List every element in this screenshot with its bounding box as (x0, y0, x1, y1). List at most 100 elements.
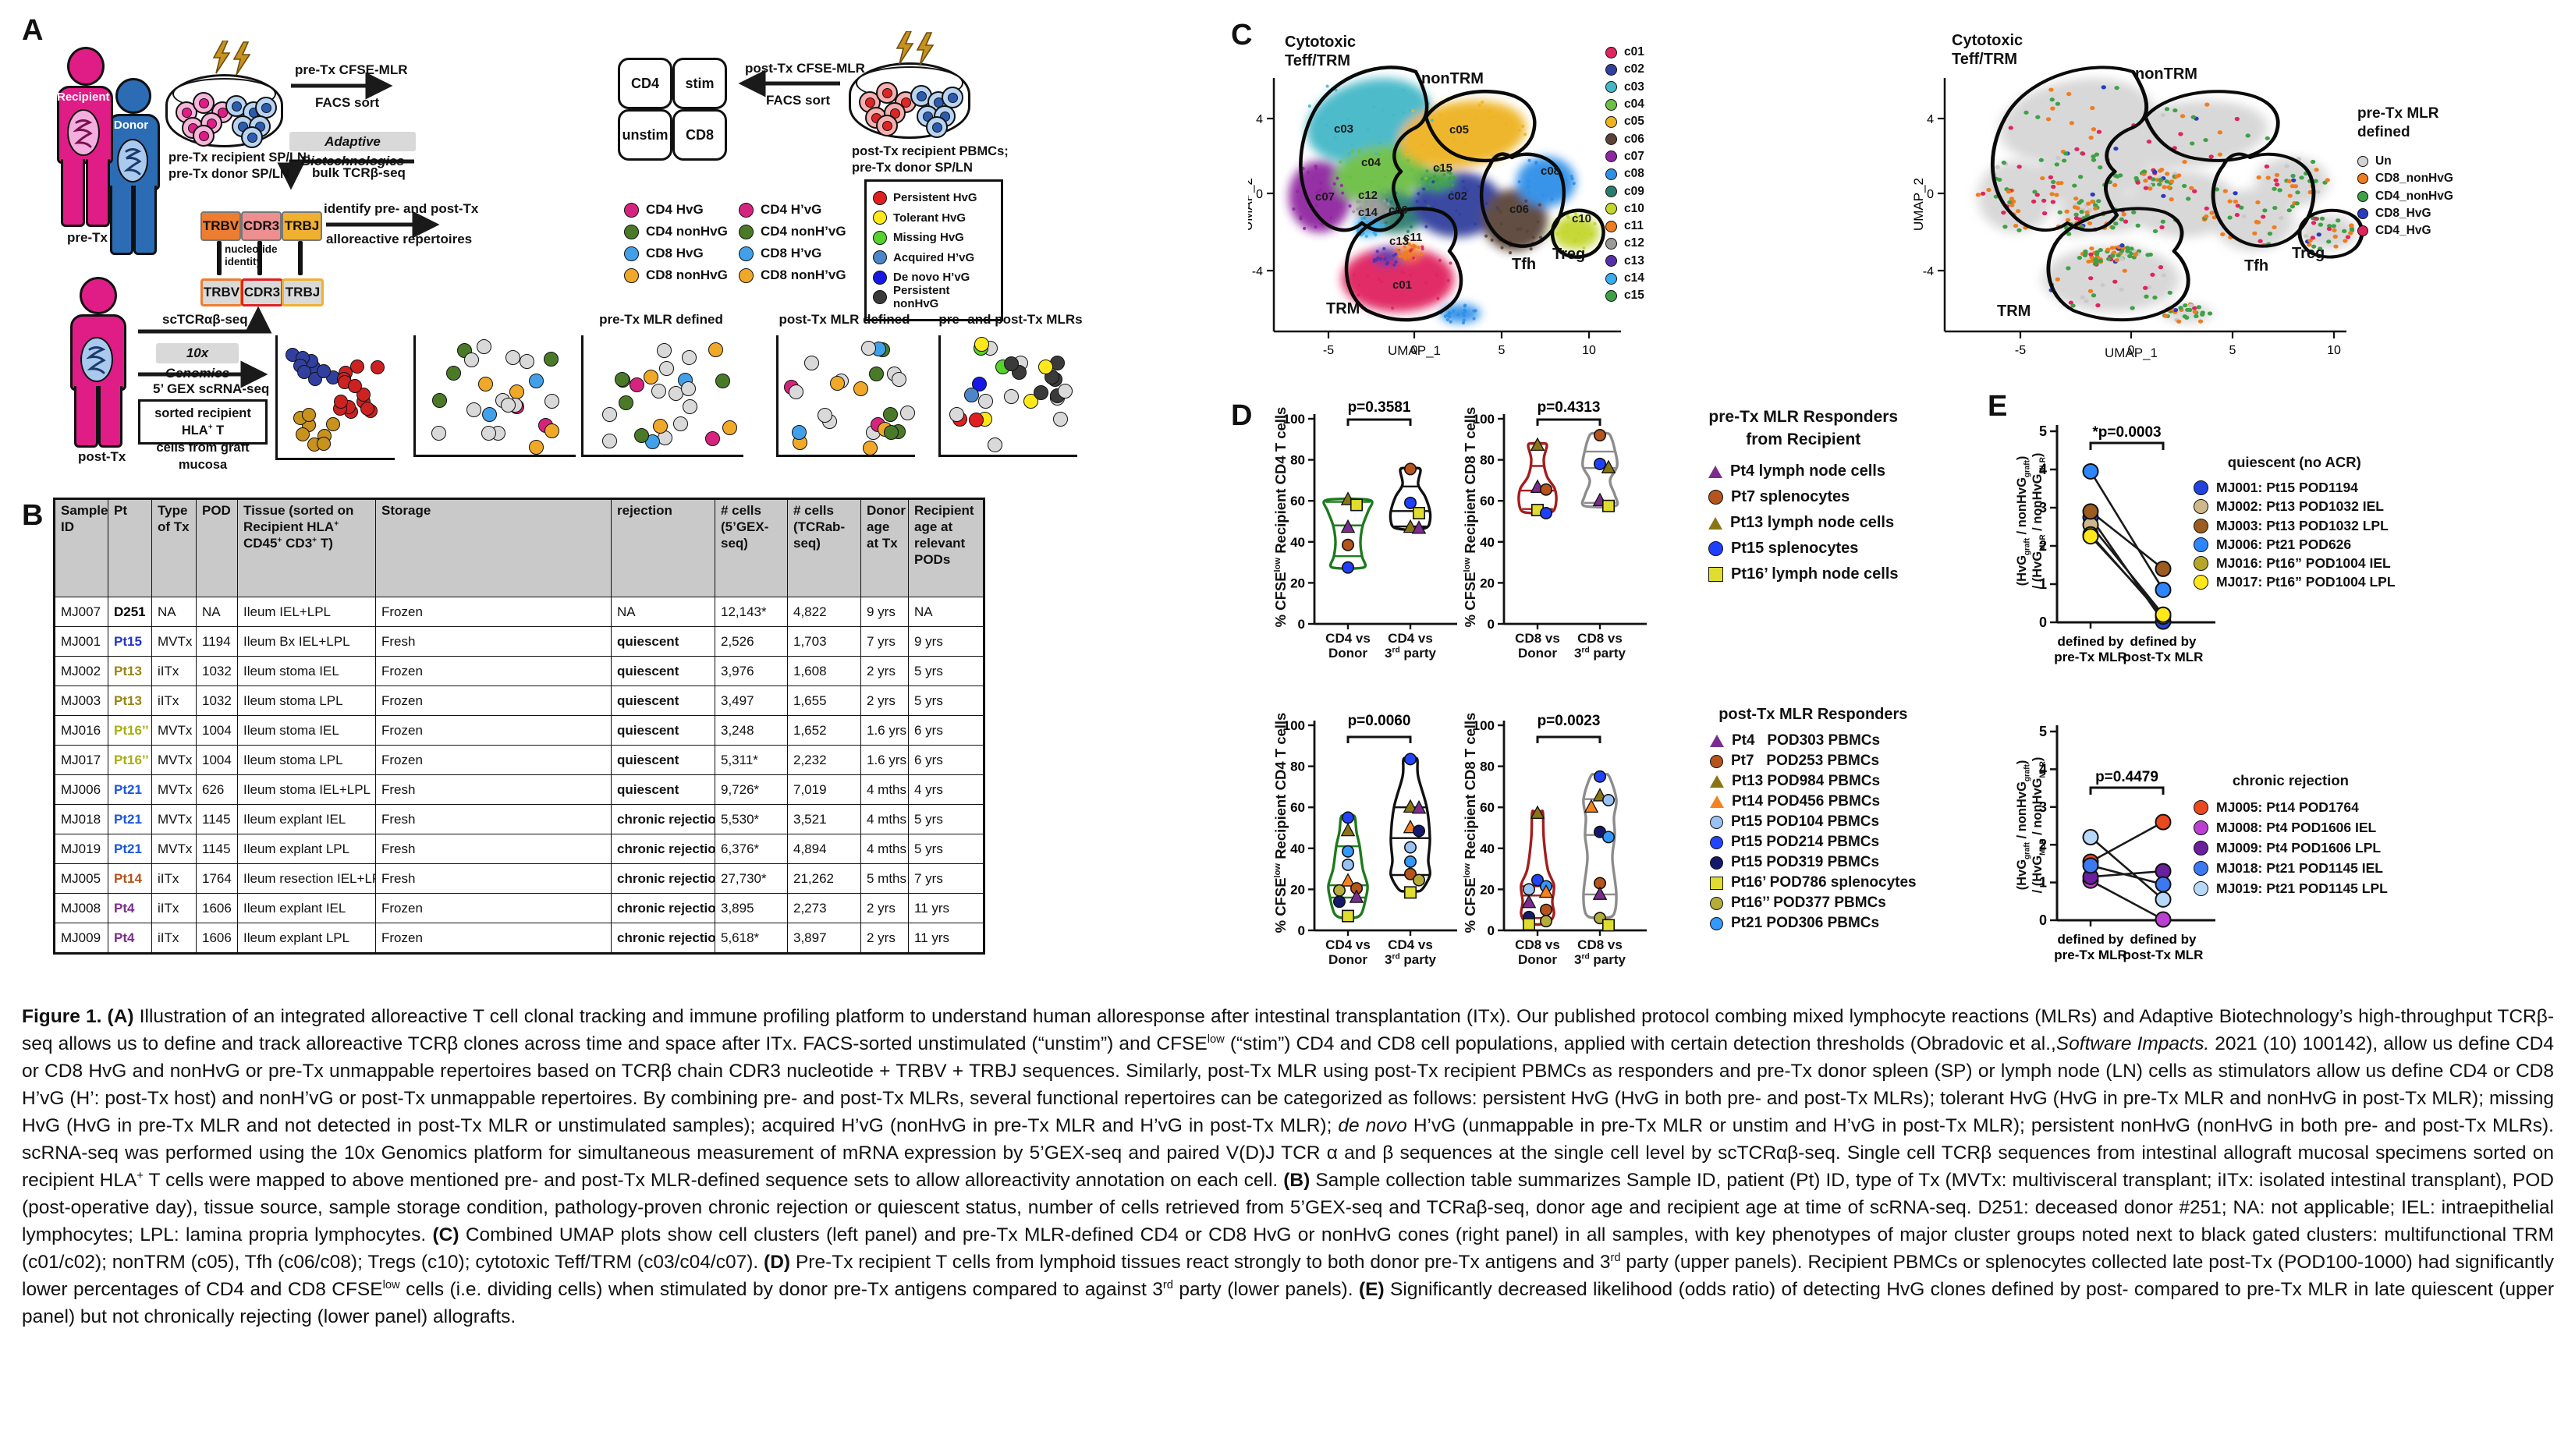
legend-item: Pt15 POD214 PBMCs (1710, 832, 1917, 852)
legend-item: Pt15 splenocytes (1708, 536, 1899, 561)
table-cell: Pt4 (108, 893, 152, 923)
recipient-intestine-icon (67, 109, 100, 156)
table-cell: 2,232 (787, 745, 861, 775)
table-cell: chronic rejection (611, 923, 715, 954)
table-cell: iITx (151, 685, 197, 716)
scatter-dot (618, 395, 633, 410)
svg-text:-4: -4 (1252, 265, 1263, 278)
table-cell: quiescent (611, 626, 715, 657)
table-cell: MVTx (151, 804, 197, 834)
svg-text:p=0.0060: p=0.0060 (1348, 713, 1411, 729)
table-cell: 3,521 (787, 804, 861, 834)
legend-swatch-icon (1605, 115, 1617, 128)
svg-text:c03: c03 (1334, 122, 1353, 136)
svg-text:5: 5 (2039, 423, 2047, 439)
legend-item: Pt21 POD306 PBMCs (1710, 913, 1917, 933)
table-cell: chronic rejection (611, 834, 715, 864)
dish2-caption: post-Tx recipient PBMCs; pre-Tx donor SP/… (852, 144, 1009, 175)
legend-item: c11 (1605, 218, 1644, 235)
svg-text:pre-Tx MLR: pre-Tx MLR (2054, 948, 2127, 962)
table-cell: iITx (151, 656, 197, 686)
umap1-axis-label-left: UMAP_1 (1387, 343, 1442, 358)
svg-text:1: 1 (2039, 875, 2047, 891)
table-cell: Fresh (375, 863, 612, 894)
legend-item: c04 (1605, 96, 1644, 113)
svg-text:0: 0 (1927, 188, 1934, 201)
table-cell: 5 yrs (908, 685, 984, 716)
table-cell: Ileum IEL+LPL (237, 597, 376, 627)
legend-swatch-icon (1605, 255, 1617, 267)
legend-item: Pt4 lymph node cells (1708, 459, 1899, 484)
posttx-responders-legend: post-Tx MLR Responders Pt4 POD303 PBMCs Pt… (1710, 706, 1917, 933)
legend-item: Pt13 POD984 PBMCs (1710, 771, 1917, 792)
legend-swatch-icon (873, 250, 887, 265)
table-cell: Frozen (375, 923, 612, 954)
scatter-dot (1033, 384, 1048, 400)
svg-text:4: 4 (1927, 113, 1934, 126)
scatter-dot (431, 425, 447, 441)
cluster-legend: c01 c02 c03 c04 c05 c06 c07 c08 c09 c10 c11 c12 c13 c… (1605, 44, 1644, 304)
svg-text:0: 0 (1488, 923, 1495, 938)
svg-text:defined by: defined by (2130, 932, 2197, 947)
table-cell: 2,273 (787, 893, 861, 923)
legend-item: De novo H’vG (873, 267, 996, 288)
table-cell: Ileum stoma LPL (237, 745, 376, 775)
table-row: MJ003 Pt13 iITx 1032 Ileum stoma LPL Frozen qu… (54, 685, 984, 716)
table-row: MJ016 Pt16’’ MVTx 1004 Ileum stoma IEL Frozen… (54, 715, 984, 746)
svg-text:5: 5 (2229, 344, 2236, 357)
table-cell: MJ007 (54, 597, 108, 627)
data-point (1540, 915, 1553, 928)
svg-text:20: 20 (1480, 576, 1495, 590)
scatter-dot (657, 343, 672, 359)
table-cell: 27,730* (715, 863, 788, 894)
data-point (1404, 867, 1417, 880)
table-cell: 21,262 (787, 863, 861, 894)
table-cell: Pt21 (108, 804, 152, 834)
legend-item: MJ018: Pt21 POD1145 IEL (2194, 858, 2388, 878)
svg-text:c05: c05 (1449, 123, 1469, 136)
dotplot-label-combined: pre- and post-Tx MLRs (938, 312, 1083, 327)
legend-item: Pt7 splenocytes (1708, 484, 1899, 510)
svg-text:*p=0.0003: *p=0.0003 (2092, 424, 2161, 441)
scatter-dot (629, 377, 644, 392)
circle-marker-icon (2194, 820, 2208, 835)
yaxis-label-cd8-post: % CFSElow Recipient CD8 T cells (1462, 712, 1478, 933)
scatter-dot (478, 376, 494, 391)
table-row: MJ009 Pt4 iITx 1606 Ileum explant LPL Frozen c… (54, 923, 984, 954)
circle-marker-icon (1710, 835, 1723, 849)
data-point (1342, 858, 1355, 871)
scatter-dot (949, 406, 964, 422)
umap-mlr-plot: -5 0 5 10 4 0 -4 UMAP_2 (1911, 66, 2364, 357)
table-cell: Frozen (375, 597, 612, 627)
svg-text:80: 80 (1290, 760, 1305, 774)
table-cell: 1606 (196, 893, 238, 923)
scatter-dot (1023, 394, 1038, 409)
quiescent-legend: quiescent (no ACR) MJ001: Pt15 POD1194 MJ0… (2194, 454, 2396, 592)
legend-item: CD4_HvG (2357, 222, 2453, 239)
violin-cd8-posttx: 0 20 40 60 80 100 p=0.0023 (1473, 713, 1647, 938)
violin-cd4-pretx: 0 20 40 60 80 100 p=0.3581 (1283, 399, 1457, 632)
svg-text:c10: c10 (1572, 212, 1591, 225)
panel-c-label: C (1231, 19, 1253, 51)
legend-item: CD4 H’vG (739, 199, 846, 221)
circle-marker-icon (2194, 799, 2208, 815)
table-cell: 1,703 (787, 626, 861, 657)
table-cell: Pt16’’ (108, 715, 152, 746)
table-cell: MJ018 (54, 804, 108, 834)
data-point (1413, 506, 1426, 519)
svg-text:c02: c02 (1448, 190, 1467, 203)
legend-swatch-icon (1605, 98, 1617, 111)
data-point (2155, 606, 2172, 623)
table-cell: Ileum Bx IEL+LPL (237, 626, 376, 657)
table-cell: Fresh (375, 774, 612, 805)
bulk-tcrb-seq-label: bulk TCRβ-seq (312, 165, 406, 180)
legend-item: Pt16’ POD786 splenocytes (1710, 873, 1917, 893)
x-category-label: CD4 vs Donor (1325, 937, 1371, 967)
donor-intestine-icon (117, 139, 148, 182)
table-cell: MJ001 (54, 626, 108, 657)
table-cell: 2 yrs (860, 923, 909, 954)
svg-text:-4: -4 (1923, 265, 1934, 278)
data-point (1531, 873, 1545, 887)
data-point (1538, 884, 1554, 898)
